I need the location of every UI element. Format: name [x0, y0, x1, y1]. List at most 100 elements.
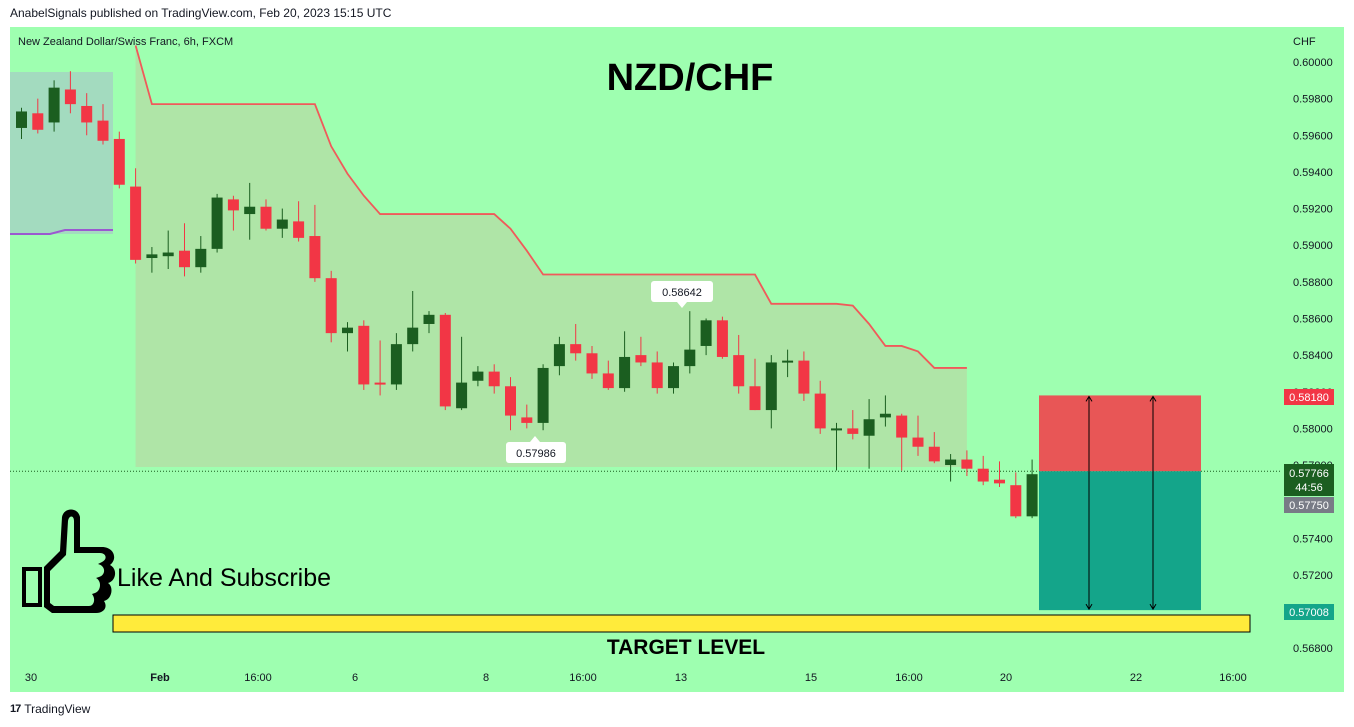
- price-tick-label: 0.59800: [1293, 94, 1333, 106]
- candle: [374, 340, 386, 396]
- candle-body: [879, 413, 891, 418]
- candle: [700, 318, 712, 356]
- candle: [619, 331, 631, 392]
- candle-body: [260, 206, 272, 229]
- candle: [505, 377, 516, 431]
- candle: [113, 131, 125, 189]
- candle-body: [945, 459, 957, 466]
- candle-body: [488, 371, 500, 387]
- candle-body: [407, 327, 419, 345]
- candle: [798, 351, 810, 401]
- left-envelope-fill: [10, 72, 113, 234]
- candle-body: [537, 367, 549, 423]
- candle: [553, 336, 565, 376]
- measure-arrow-head: [1085, 395, 1093, 402]
- candlestick-chart[interactable]: New Zealand Dollar/Swiss Franc, 6h, FXCM…: [10, 27, 1344, 692]
- price-tick-label: 0.59000: [1293, 240, 1333, 252]
- candle: [602, 360, 614, 390]
- candle-body: [847, 428, 859, 434]
- candle: [945, 454, 957, 482]
- price-axis: 0.60000 0.59800 0.59600 0.59400 0.59200 0.590…: [1293, 57, 1333, 655]
- candle-body: [276, 219, 288, 229]
- candle: [309, 204, 321, 282]
- time-tick-label: 22: [1130, 672, 1142, 684]
- chart-area[interactable]: New Zealand Dollar/Swiss Franc, 6h, FXCM…: [10, 27, 1344, 692]
- candle-body: [162, 252, 174, 257]
- candle: [48, 80, 60, 132]
- measure-arrow-head: [1085, 603, 1093, 611]
- candle: [765, 355, 777, 429]
- candle-body: [586, 353, 598, 374]
- candle: [472, 366, 484, 387]
- candle-body: [130, 186, 142, 260]
- time-tick-label: Feb: [150, 672, 170, 684]
- candle-body: [48, 87, 60, 123]
- annotation-high-callout: 0.58642: [651, 281, 713, 308]
- candle-body: [309, 236, 321, 279]
- candle-body: [342, 327, 353, 334]
- candle-body: [814, 393, 826, 429]
- candle: [146, 247, 158, 273]
- candle-body: [227, 199, 239, 211]
- stop-loss-zone: [1039, 395, 1201, 472]
- current-price-tag: 0.57766 44:56: [1284, 464, 1334, 496]
- candle: [586, 345, 598, 379]
- tradingview-footer[interactable]: 17 TradingView: [10, 702, 90, 716]
- candle: [814, 380, 826, 434]
- candle-body: [749, 386, 761, 411]
- candles: [16, 71, 1038, 519]
- candle: [179, 223, 190, 277]
- candle-body: [113, 138, 125, 185]
- time-tick-label: 16:00: [569, 672, 597, 684]
- candle-body: [472, 371, 484, 381]
- stop-price-value: 0.58180: [1289, 392, 1329, 404]
- candle-body: [423, 314, 435, 324]
- candle: [831, 422, 842, 471]
- symbol-description: New Zealand Dollar/Swiss Franc, 6h, FXCM: [18, 36, 233, 48]
- candle: [1010, 472, 1022, 519]
- candle-body: [896, 415, 908, 438]
- envelope-upper-line: [134, 45, 967, 369]
- candle: [276, 208, 288, 238]
- price-tick-label: 0.58000: [1293, 423, 1333, 435]
- candle-body: [374, 382, 386, 385]
- candle: [211, 193, 223, 253]
- candle-body: [798, 360, 810, 394]
- price-tick-label: 0.58400: [1293, 350, 1333, 362]
- price-tick-label: 0.59200: [1293, 204, 1333, 216]
- candle: [456, 336, 468, 411]
- candle-body: [81, 105, 93, 123]
- candle-body: [684, 349, 696, 367]
- tradingview-logo-icon: 17: [10, 703, 21, 715]
- candle: [977, 455, 989, 486]
- candle: [407, 291, 419, 352]
- envelope-fill: [135, 45, 967, 468]
- candle-body: [863, 419, 875, 436]
- annotation-low-callout: 0.57986: [506, 436, 566, 463]
- candle: [684, 311, 696, 374]
- candle: [260, 199, 272, 231]
- time-axis: 30 Feb 16:00 6 8 16:00 13 15 16:00 20 22 16:00: [25, 672, 1247, 684]
- candle: [97, 104, 109, 145]
- price-tick-label: 0.58600: [1293, 313, 1333, 325]
- candle-body: [831, 428, 842, 431]
- candle-body: [716, 320, 728, 357]
- stop-price-tag: 0.58180: [1284, 389, 1334, 405]
- target-price-tag: 0.57008: [1284, 604, 1334, 620]
- time-tick-label: 6: [352, 672, 358, 684]
- candle-body: [619, 356, 631, 389]
- candle-body: [928, 446, 940, 462]
- bar-countdown: 44:56: [1295, 482, 1323, 494]
- candle: [635, 336, 647, 367]
- candle: [912, 415, 924, 456]
- candle: [782, 349, 794, 378]
- candle-body: [668, 366, 679, 389]
- candle: [994, 461, 1005, 488]
- candle: [651, 351, 663, 394]
- left-envelope-region: [10, 72, 113, 235]
- candle: [488, 364, 500, 394]
- candle-body: [325, 278, 337, 334]
- left-envelope-line: [10, 229, 113, 235]
- chart-title: NZD/CHF: [607, 57, 774, 99]
- candle-body: [1010, 485, 1022, 517]
